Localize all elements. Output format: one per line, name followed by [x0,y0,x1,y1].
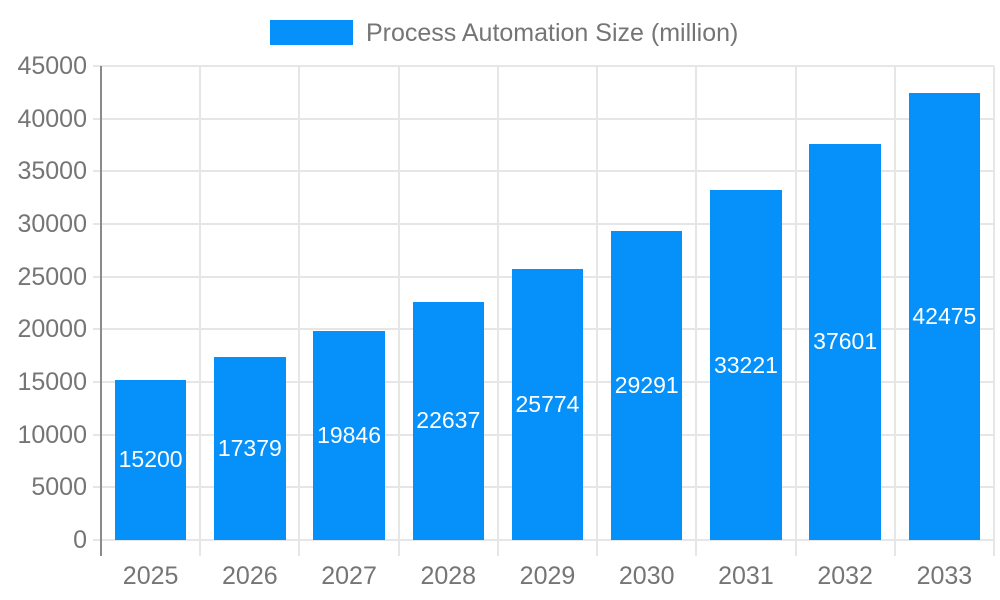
x-axis-label: 2031 [718,562,774,590]
x-axis-label: 2029 [519,562,576,590]
bar[interactable]: 19846 [313,330,385,540]
x-axis-label: 2027 [321,562,377,590]
y-axis-label: 0 [73,526,87,554]
bar-value-label: 19846 [317,421,382,448]
gridline-y [93,223,994,225]
y-axis-label: 10000 [17,420,87,449]
y-axis-label: 40000 [17,104,87,133]
gridline-y [93,117,994,120]
y-axis-line [100,66,102,556]
bar-value-label: 15200 [118,446,183,473]
bar[interactable]: 29291 [610,231,683,540]
gridline-y [93,65,994,67]
y-axis-label: 25000 [17,262,87,291]
bar-value-label: 37601 [813,328,878,355]
gridline-x [893,66,896,556]
gridline-x [695,66,698,556]
x-axis-label: 2026 [222,562,278,590]
x-axis-label: 2025 [122,562,179,590]
gridline-y [93,170,994,173]
bar[interactable]: 37601 [809,143,881,540]
y-axis-label: 35000 [17,157,87,186]
bar-value-label: 25774 [515,390,580,417]
gridline-x [496,66,499,556]
bar-value-label: 17379 [217,434,282,461]
bar[interactable]: 25774 [511,268,584,540]
y-axis-label: 30000 [17,210,87,238]
bar[interactable]: 33221 [710,190,782,540]
bar-value-label: 33221 [713,351,778,378]
bar[interactable]: 17379 [214,356,286,540]
y-axis-label: 45000 [17,52,87,80]
bar-value-label: 42475 [912,302,977,329]
gridline-x [298,66,301,556]
x-axis-label: 2033 [916,562,973,590]
y-axis-label: 20000 [17,315,87,344]
gridline-x [993,66,995,556]
gridline-x [794,66,797,556]
bar-value-label: 22637 [416,407,481,434]
bar-value-label: 29291 [614,372,679,399]
gridline-x [596,66,599,556]
x-axis-label: 2028 [420,562,477,590]
legend-series-title: Process Automation Size (million) [366,19,739,47]
y-axis-label: 15000 [17,368,87,396]
bar[interactable]: 15200 [114,379,187,540]
bar[interactable]: 42475 [908,92,981,540]
gridline-x [397,66,400,556]
legend-swatch-icon [270,20,353,45]
x-axis-label: 2032 [817,562,873,590]
gridline-y [93,539,994,541]
x-axis-label: 2030 [618,562,675,590]
gridline-x [199,66,202,556]
bar[interactable]: 22637 [412,301,485,540]
y-axis-label: 5000 [31,473,87,502]
